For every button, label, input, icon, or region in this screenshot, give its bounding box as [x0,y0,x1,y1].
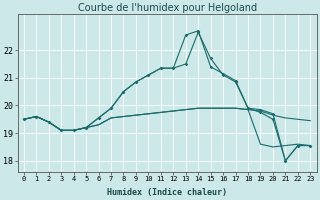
Title: Courbe de l'humidex pour Helgoland: Courbe de l'humidex pour Helgoland [77,3,257,13]
X-axis label: Humidex (Indice chaleur): Humidex (Indice chaleur) [107,188,227,197]
